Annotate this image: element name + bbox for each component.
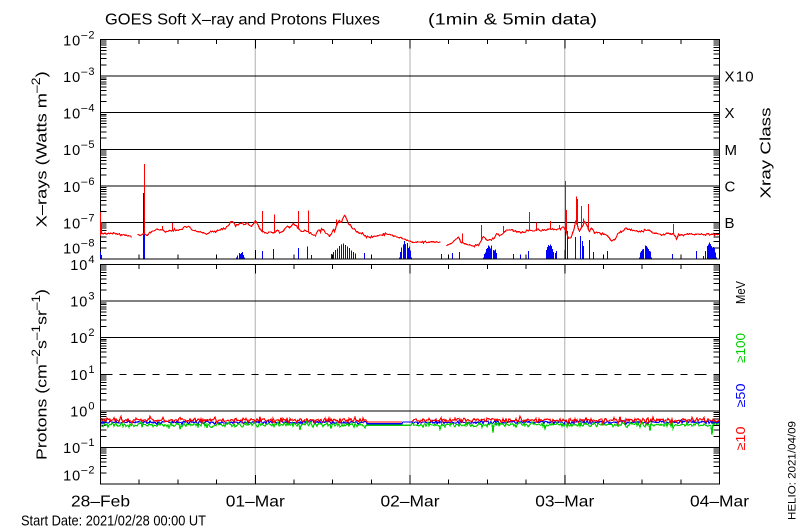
svg-text:03–Mar: 03–Mar (535, 494, 595, 511)
svg-text:100: 100 (70, 400, 95, 420)
svg-text:28–Feb: 28–Feb (71, 494, 130, 511)
svg-text:10–8: 10–8 (63, 238, 95, 258)
svg-text:Xray Class: Xray Class (759, 108, 775, 199)
svg-text:X10: X10 (725, 69, 755, 86)
svg-text:B: B (725, 215, 736, 232)
svg-text:X: X (725, 105, 736, 122)
svg-text:≥100: ≥100 (733, 333, 748, 363)
svg-text:MeV: MeV (733, 281, 748, 304)
svg-text:GOES Soft X–ray and Protons Fl: GOES Soft X–ray and Protons Fluxes (105, 12, 380, 29)
svg-text:≥50: ≥50 (733, 384, 748, 408)
svg-text:10–7: 10–7 (63, 212, 95, 232)
svg-text:10–6: 10–6 (63, 176, 95, 196)
svg-text:HELIO: 2021/04/09: HELIO: 2021/04/09 (787, 421, 799, 520)
svg-text:Start Date: 2021/02/28 00:00 U: Start Date: 2021/02/28 00:00 UT (21, 513, 206, 530)
svg-text:10–4: 10–4 (63, 103, 95, 123)
svg-text:02–Mar: 02–Mar (381, 494, 441, 511)
svg-text:101: 101 (70, 364, 95, 384)
svg-text:10–3: 10–3 (63, 66, 95, 86)
svg-text:102: 102 (70, 327, 95, 347)
svg-text:01–Mar: 01–Mar (226, 494, 286, 511)
svg-text:04–Mar: 04–Mar (690, 494, 750, 511)
svg-text:≥10: ≥10 (733, 427, 748, 451)
svg-text:10–2: 10–2 (63, 465, 95, 485)
svg-text:M: M (725, 142, 739, 159)
svg-text:10–2: 10–2 (63, 30, 95, 50)
svg-text:C: C (725, 178, 737, 195)
svg-text:(1min & 5min data): (1min & 5min data) (428, 12, 597, 29)
svg-text:10–5: 10–5 (63, 139, 95, 159)
svg-text:103: 103 (70, 291, 95, 311)
svg-text:Protons (cm–2s–1sr–1): Protons (cm–2s–1sr–1) (31, 289, 51, 460)
svg-text:10–1: 10–1 (63, 437, 95, 457)
svg-text:104: 104 (70, 254, 95, 274)
svg-text:X–rays (Watts m–2): X–rays (Watts m–2) (31, 71, 51, 227)
